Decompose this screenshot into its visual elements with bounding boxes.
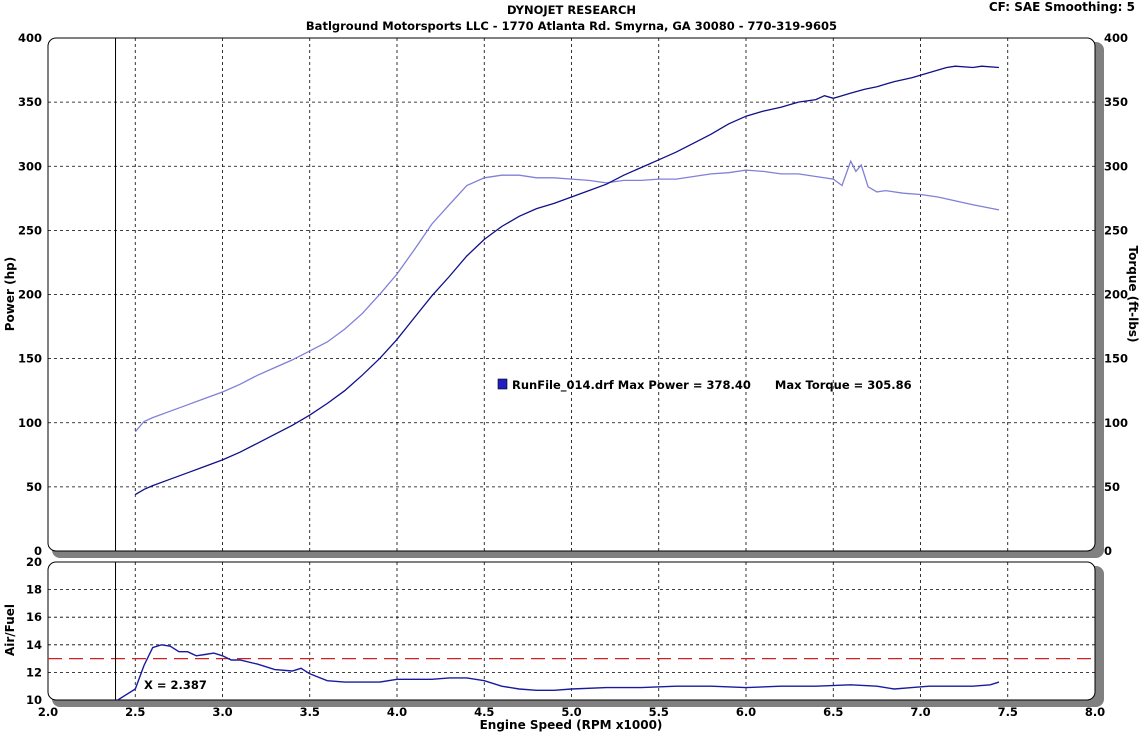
y-tick-label-torque: 400 — [1104, 31, 1128, 45]
y-tick-label-torque: 0 — [1104, 544, 1112, 558]
y-tick-label-afr: 12 — [26, 665, 42, 679]
y-tick-label-torque: 150 — [1104, 352, 1128, 366]
x-tick-label: 4.5 — [474, 705, 494, 719]
y-tick-label-power: 0 — [34, 544, 42, 558]
y-tick-label-torque: 100 — [1104, 416, 1128, 430]
power-grid — [48, 38, 1095, 551]
x-tick-label: 3.0 — [212, 705, 232, 719]
afr-curve — [117, 644, 1000, 700]
x-tick-label: 5.0 — [561, 705, 581, 719]
x-tick-label: 5.5 — [649, 705, 669, 719]
chart-title: DYNOJET RESEARCH — [506, 3, 637, 17]
tick-labels: 2.0 2.5 3.0 3.5 4.0 4.5 5.0 5.5 6.0 6.5 7.0 7.5 8.0 0… — [18, 31, 1128, 719]
power-curve — [134, 65, 1000, 496]
y-tick-label-power: 350 — [18, 95, 42, 109]
x-tick-label: 6.0 — [736, 705, 756, 719]
y-tick-label-torque: 50 — [1104, 480, 1120, 494]
afr-grid — [48, 562, 1095, 700]
y-tick-label-power: 400 — [18, 31, 42, 45]
y-axis-label-power: Power (hp) — [3, 257, 17, 331]
chart-subtitle: Batlground Motorsports LLC - 1770 Atlant… — [305, 19, 838, 33]
y2-axis-label-torque: Torque (ft-lbs) — [1126, 246, 1140, 343]
y-tick-label-power: 100 — [18, 416, 42, 430]
x-tick-label: 7.5 — [998, 705, 1018, 719]
x-tick-label: 6.5 — [823, 705, 843, 719]
y-tick-label-torque: 300 — [1104, 159, 1128, 173]
y-tick-label-afr: 18 — [26, 583, 42, 597]
y-tick-label-power: 150 — [18, 352, 42, 366]
y-tick-label-power: 200 — [18, 288, 42, 302]
legend-swatch — [497, 378, 508, 390]
y-tick-label-afr: 10 — [26, 693, 42, 707]
x-tick-label: 7.0 — [910, 705, 930, 719]
x-tick-label: 3.5 — [300, 705, 320, 719]
y-tick-label-power: 50 — [26, 480, 42, 494]
legend-text: RunFile_014.drf Max Power = 378.40 Max T… — [512, 378, 912, 393]
y-tick-label-torque: 350 — [1104, 95, 1128, 109]
y-tick-label-power: 300 — [18, 159, 42, 173]
y-axis-label-afr: Air/Fuel — [3, 604, 17, 656]
cursor-readout: X = 2.387 — [144, 678, 207, 692]
y-tick-label-torque: 200 — [1104, 288, 1128, 302]
x-tick-label: 2.5 — [125, 705, 145, 719]
y-tick-label-afr: 14 — [26, 638, 42, 652]
x-tick-label: 4.0 — [387, 705, 407, 719]
x-axis-label: Engine Speed (RPM x1000) — [480, 718, 663, 732]
x-tick-label: 2.0 — [38, 705, 58, 719]
y-tick-label-afr: 20 — [26, 555, 42, 569]
x-tick-label: 8.0 — [1085, 705, 1105, 719]
torque-curve — [134, 159, 1000, 433]
y-tick-label-power: 250 — [18, 223, 42, 237]
y-tick-label-torque: 250 — [1104, 223, 1128, 237]
correction-settings: CF: SAE Smoothing: 5 — [988, 0, 1135, 14]
y-tick-label-afr: 16 — [26, 610, 42, 624]
